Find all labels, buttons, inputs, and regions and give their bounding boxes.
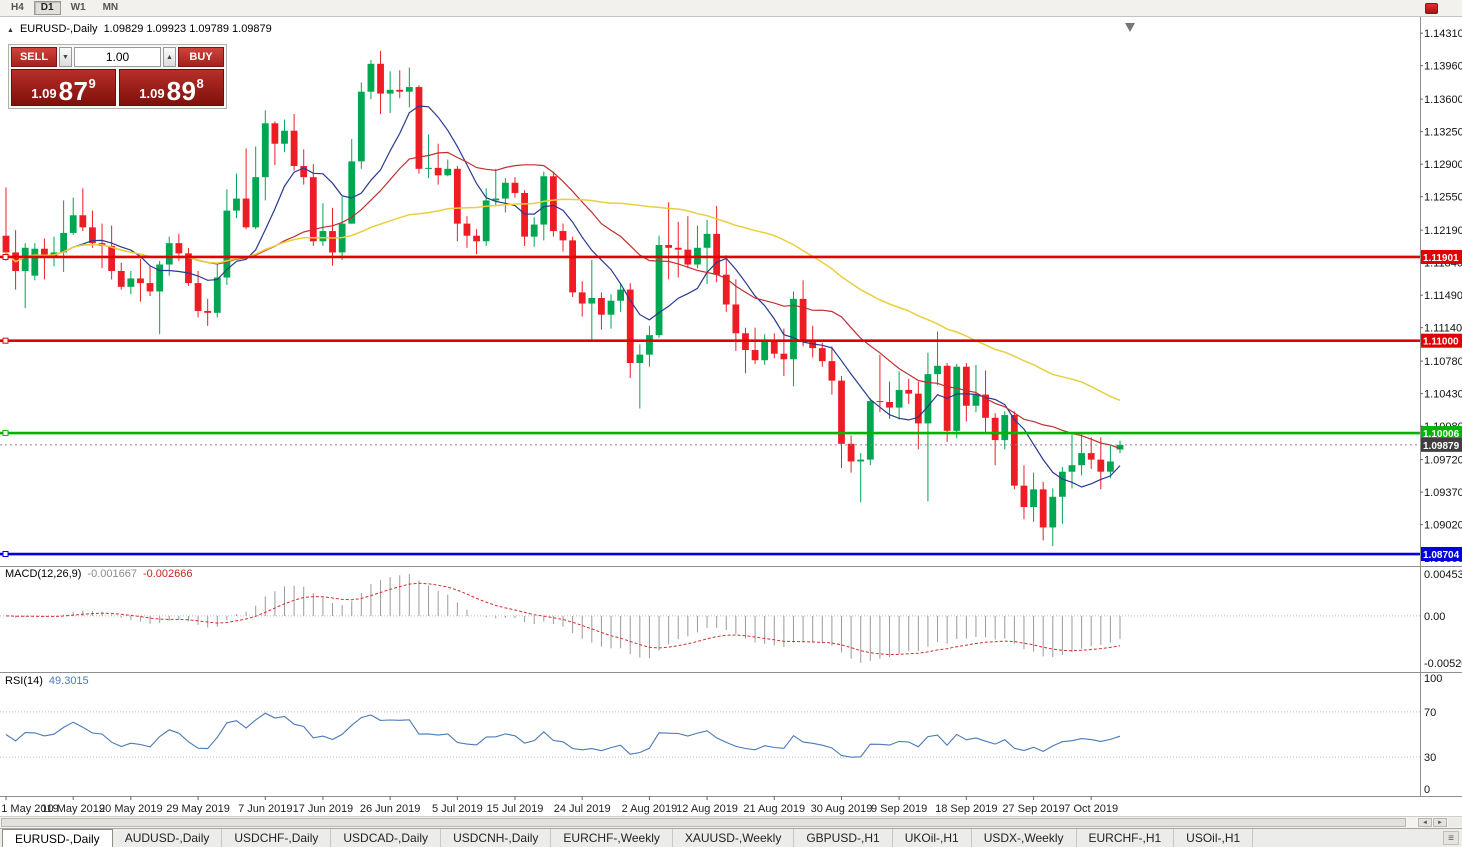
svg-text:100: 100: [1424, 673, 1442, 685]
scroll-right-icon[interactable]: ►: [1433, 818, 1447, 827]
svg-text:1.09370: 1.09370: [1424, 487, 1462, 499]
horizontal-scrollbar-thumb[interactable]: [1, 818, 1406, 827]
tab-eurchf-h1[interactable]: EURCHF-,H1: [1077, 829, 1175, 847]
tab-usdchf-daily[interactable]: USDCHF-,Daily: [222, 829, 332, 847]
svg-text:30: 30: [1424, 752, 1436, 764]
chart-canvas[interactable]: 1.14310 1.13960 1.13600 1.13250 1.12900 1.125…: [0, 17, 1462, 816]
tab-xauusd-weekly[interactable]: XAUUSD-,Weekly: [673, 829, 795, 847]
buy-price-int: 1.09: [139, 86, 165, 101]
svg-text:26 Jun 2019: 26 Jun 2019: [360, 803, 421, 815]
svg-text:7 Jun 2019: 7 Jun 2019: [238, 803, 292, 815]
svg-text:-0.005205: -0.005205: [1424, 658, 1462, 670]
svg-text:10 May 2019: 10 May 2019: [41, 803, 105, 815]
one-click-toggle-icon[interactable]: ▲: [7, 27, 14, 34]
svg-text:1.13600: 1.13600: [1424, 94, 1462, 106]
buy-price-point: 8: [196, 76, 204, 91]
svg-text:1.11901: 1.11901: [1423, 253, 1459, 264]
rsi-value: 49.3015: [48, 675, 89, 687]
svg-text:29 May 2019: 29 May 2019: [166, 803, 230, 815]
chart-title: ▲ EURUSD-,Daily 1.09829 1.09923 1.09789 …: [7, 23, 272, 35]
svg-text:0: 0: [1424, 784, 1430, 796]
svg-text:27 Sep 2019: 27 Sep 2019: [1002, 803, 1064, 815]
volume-down-icon[interactable]: ▼: [59, 47, 72, 67]
svg-text:1.13250: 1.13250: [1424, 127, 1462, 139]
tab-usdcnh-daily[interactable]: USDCNH-,Daily: [441, 829, 552, 847]
buy-button[interactable]: BUY: [178, 47, 224, 67]
timeframe-h4-button[interactable]: H4: [11, 2, 24, 13]
svg-text:0.00: 0.00: [1424, 611, 1445, 623]
svg-text:9 Sep 2019: 9 Sep 2019: [871, 803, 927, 815]
svg-text:2 Aug 2019: 2 Aug 2019: [622, 803, 678, 815]
tab-ukoil-h1[interactable]: UKOil-,H1: [893, 829, 972, 847]
tab-usdcad-daily[interactable]: USDCAD-,Daily: [331, 829, 442, 847]
sell-button[interactable]: SELL: [11, 47, 57, 67]
svg-text:17 Jun 2019: 17 Jun 2019: [293, 803, 354, 815]
timeframe-d1-button[interactable]: D1: [33, 1, 61, 15]
chart-symbol-label: EURUSD-,Daily: [19, 23, 98, 35]
macd-value: -0.001667: [87, 568, 137, 580]
svg-text:1.09879: 1.09879: [1423, 441, 1460, 452]
svg-text:30 Aug 2019: 30 Aug 2019: [811, 803, 873, 815]
chart-ohlc-values: 1.09829 1.09923 1.09789 1.09879: [103, 23, 272, 35]
svg-text:1.11000: 1.11000: [1423, 337, 1459, 348]
svg-text:1.10430: 1.10430: [1424, 389, 1462, 401]
svg-text:1.14310: 1.14310: [1424, 28, 1462, 40]
svg-text:20 May 2019: 20 May 2019: [99, 803, 163, 815]
svg-text:1.13960: 1.13960: [1424, 61, 1462, 73]
sell-price-int: 1.09: [31, 86, 57, 101]
scrollbar-corner: [1448, 818, 1462, 827]
svg-text:1.08704: 1.08704: [1423, 550, 1460, 561]
svg-text:5 Jul 2019: 5 Jul 2019: [432, 803, 483, 815]
svg-text:1.11140: 1.11140: [1424, 323, 1462, 335]
tab-usdx-weekly[interactable]: USDX-,Weekly: [972, 829, 1077, 847]
sell-price-point: 9: [88, 76, 96, 91]
sell-price-button[interactable]: 1.09 87 9: [11, 69, 116, 106]
sell-price-pips: 87: [58, 75, 89, 106]
timeframe-mn-button[interactable]: MN: [102, 2, 119, 13]
buy-price-pips: 89: [166, 75, 197, 106]
svg-text:1 May 2019: 1 May 2019: [1, 803, 58, 815]
svg-text:1.10780: 1.10780: [1424, 356, 1462, 368]
svg-text:15 Jul 2019: 15 Jul 2019: [487, 803, 544, 815]
svg-text:1.12900: 1.12900: [1424, 159, 1462, 171]
timeframe-toolbar: H4 D1 W1 MN: [0, 0, 1462, 17]
svg-text:7 Oct 2019: 7 Oct 2019: [1064, 803, 1118, 815]
tab-audusd-daily[interactable]: AUDUSD-,Daily: [113, 829, 223, 847]
rsi-indicator-label: RSI(14) 49.3015: [5, 675, 89, 687]
svg-text:1.09720: 1.09720: [1424, 455, 1462, 467]
timeframe-w1-button[interactable]: W1: [70, 2, 86, 13]
tab-eurchf-weekly[interactable]: EURCHF-,Weekly: [551, 829, 673, 847]
chart-tabs-bar: EURUSD-,Daily AUDUSD-,Daily USDCHF-,Dail…: [0, 828, 1462, 847]
app-icon: [1425, 3, 1438, 14]
svg-text:1.10006: 1.10006: [1423, 429, 1460, 440]
svg-text:12 Aug 2019: 12 Aug 2019: [676, 803, 738, 815]
svg-text:70: 70: [1424, 707, 1436, 719]
svg-text:1.12190: 1.12190: [1424, 225, 1462, 237]
svg-text:24 Jul 2019: 24 Jul 2019: [554, 803, 611, 815]
horizontal-scrollbar[interactable]: ◄ ►: [0, 816, 1462, 828]
macd-indicator-label: MACD(12,26,9) -0.001667 -0.002666: [5, 568, 193, 580]
tab-usoil-h1[interactable]: USOil-,H1: [1174, 829, 1254, 847]
volume-input[interactable]: [74, 47, 161, 67]
tab-gbpusd-h1[interactable]: GBPUSD-,H1: [794, 829, 893, 847]
svg-text:1.09020: 1.09020: [1424, 520, 1462, 532]
svg-text:1.12550: 1.12550: [1424, 192, 1462, 204]
svg-text:1.11490: 1.11490: [1424, 290, 1462, 302]
chart-window: 1.14310 1.13960 1.13600 1.13250 1.12900 1.125…: [0, 17, 1462, 816]
volume-up-icon[interactable]: ▲: [163, 47, 176, 67]
buy-price-button[interactable]: 1.09 89 8: [119, 69, 224, 106]
rsi-name: RSI(14): [5, 675, 43, 687]
tab-list-icon[interactable]: ≡: [1443, 831, 1459, 845]
svg-text:18 Sep 2019: 18 Sep 2019: [935, 803, 997, 815]
svg-text:21 Aug 2019: 21 Aug 2019: [743, 803, 805, 815]
svg-text:0.004536: 0.004536: [1424, 569, 1462, 581]
tab-eurusd-daily[interactable]: EURUSD-,Daily: [2, 829, 113, 847]
macd-signal-value: -0.002666: [142, 568, 193, 580]
scroll-left-icon[interactable]: ◄: [1418, 818, 1432, 827]
macd-name: MACD(12,26,9): [5, 568, 82, 580]
